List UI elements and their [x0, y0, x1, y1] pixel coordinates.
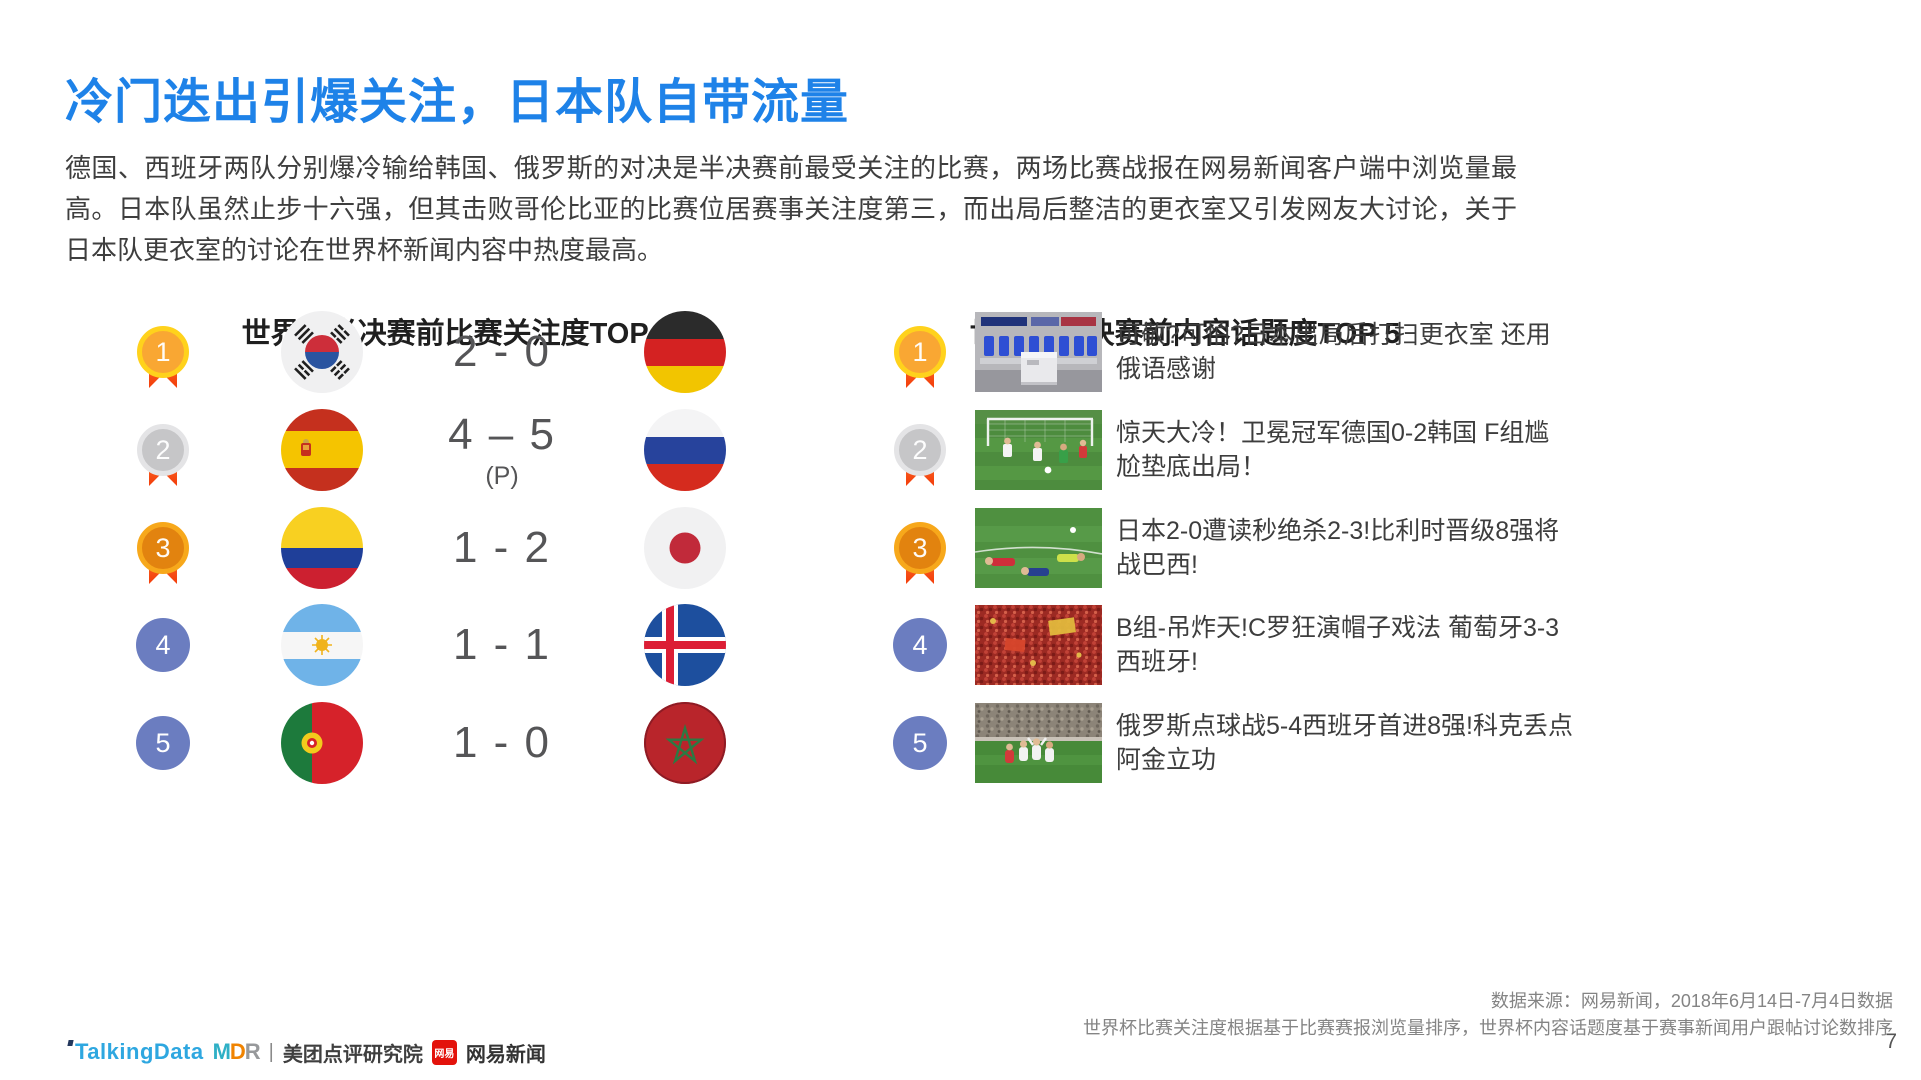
talkingdata-logo-mark: [67, 1040, 74, 1046]
mdr-letter-r: R: [244, 1039, 261, 1064]
match-row: 3 1 - 2: [0, 500, 1921, 596]
rank-badge: 5: [136, 716, 190, 770]
topic-row: 2 惊天大冷！卫冕冠军德国0-2韩国 F组尴尬垫底出局！: [0, 402, 1921, 498]
meituan-dianping-institute-label: 美团点评研究院: [282, 1043, 423, 1066]
rank-number: 1: [137, 326, 189, 378]
match-score: 1 - 2: [452, 523, 552, 572]
topic-headline: 惊天大冷！卫冕冠军德国0-2韩国 F组尴尬垫底出局！: [1116, 419, 1550, 481]
headline-cell: B组-吊炸天!C罗狂演帽子戏法 葡萄牙3-3西班牙!: [1116, 597, 1574, 693]
bronze-medal-icon: 3: [137, 500, 189, 592]
match-row: 1: [0, 304, 1921, 400]
match-row: 5 1 - 0: [0, 695, 1921, 791]
topic-row: 1 可敬?可怕?日本出局后打扫更衣室 还用俄语感谢: [0, 304, 1921, 400]
flag-germany-icon: [644, 311, 726, 393]
mdr-letter-m: M: [212, 1039, 231, 1064]
rank-number: 2: [137, 424, 189, 476]
talkingdata-logo: TalkingData: [67, 1039, 204, 1065]
flag-iceland-icon: [644, 604, 726, 686]
thumbnail-germany-korea-match: [975, 410, 1102, 490]
source-line-1: 数据来源：网易新闻，2018年6月14日-7月4日数据: [1490, 991, 1893, 1011]
page-title: 冷门迭出引爆关注，日本队自带流量: [65, 76, 850, 129]
score-cell: 1 - 2: [412, 500, 592, 596]
netease-news-label: 网易新闻: [465, 1043, 546, 1066]
gold-medal-icon: 1: [137, 304, 189, 396]
thumbnail-japan-locker-room: [975, 312, 1102, 392]
rank-badge: 4: [136, 618, 190, 672]
bronze-medal-icon: 3: [894, 500, 946, 592]
topic-headline: 可敬?可怕?日本出局后打扫更衣室 还用俄语感谢: [1116, 321, 1551, 383]
flag-spain-icon: [281, 409, 363, 491]
headline-cell: 俄罗斯点球战5-4西班牙首进8强!科克丢点阿金立功: [1116, 695, 1574, 791]
silver-medal-icon: 2: [137, 402, 189, 494]
page-number: 7: [1885, 1030, 1897, 1053]
flag-argentina-icon: [281, 604, 363, 686]
score-cell: 1 - 1: [412, 597, 592, 693]
mdr-logo: MDR: [212, 1039, 261, 1065]
thumbnail-russia-spain-match: [975, 703, 1102, 783]
match-score: 2 - 0: [452, 327, 552, 376]
rank-number: 3: [894, 522, 946, 574]
penalty-note: (P): [485, 461, 519, 490]
logo-divider: |: [268, 1040, 274, 1063]
headline-cell: 日本2-0遭读秒绝杀2-3!比利时晋级8强将战巴西!: [1116, 500, 1574, 596]
score-cell: 1 - 0: [412, 695, 592, 791]
footer-logos: TalkingData MDR | 美团点评研究院 网易 网易新闻: [67, 1036, 546, 1068]
topic-row: 4 B组-吊炸天!C罗狂演帽子戏法 葡萄牙3-3西班牙!: [0, 597, 1921, 693]
silver-medal-icon: 2: [894, 402, 946, 494]
talkingdata-logo-text: TalkingData: [75, 1039, 204, 1064]
data-source-note: 数据来源：网易新闻，2018年6月14日-7月4日数据 世界杯比赛关注度根据基于…: [1083, 988, 1893, 1042]
rank-number: 3: [137, 522, 189, 574]
match-row: 2 4 – 5 (P): [0, 402, 1921, 498]
topic-headline: B组-吊炸天!C罗狂演帽子戏法 葡萄牙3-3西班牙!: [1116, 614, 1560, 676]
rank-number: 1: [894, 326, 946, 378]
intro-paragraph: 德国、西班牙两队分别爆冷输给韩国、俄罗斯的对决是半决赛前最受关注的比赛，两场比赛…: [65, 153, 1517, 265]
rank-number: 2: [894, 424, 946, 476]
flag-portugal-icon: [281, 702, 363, 784]
gold-medal-icon: 1: [894, 304, 946, 396]
flag-japan-icon: [644, 507, 726, 589]
score-cell: 2 - 0: [412, 304, 592, 400]
match-score: 1 - 1: [452, 620, 552, 669]
score-cell: 4 – 5 (P): [412, 402, 592, 498]
headline-cell: 惊天大冷！卫冕冠军德国0-2韩国 F组尴尬垫底出局！: [1116, 402, 1574, 498]
match-row: 4 1 - 1: [0, 597, 1921, 693]
topic-row: 3 日本2-0遭读秒绝杀2-3!比利时晋级8强将战巴西!: [0, 500, 1921, 596]
thumbnail-portugal-spain-fans: [975, 605, 1102, 685]
flag-morocco-icon: [644, 702, 726, 784]
topic-row: 5 俄罗斯点球战5-4西班牙首进8强!科克丢点阿金立功: [0, 695, 1921, 791]
rank-badge: 4: [893, 618, 947, 672]
rank-badge: 5: [893, 716, 947, 770]
topic-headline: 日本2-0遭读秒绝杀2-3!比利时晋级8强将战巴西!: [1116, 517, 1560, 579]
netease-logo-badge: 网易: [431, 1039, 457, 1065]
topic-headline: 俄罗斯点球战5-4西班牙首进8强!科克丢点阿金立功: [1116, 712, 1573, 774]
thumbnail-japan-belgium-match: [975, 508, 1102, 588]
match-score: 4 – 5: [448, 409, 556, 459]
flag-russia-icon: [644, 409, 726, 491]
flag-south-korea-icon: [281, 311, 363, 393]
mdr-letter-d: D: [229, 1039, 246, 1064]
spain-crest: [301, 439, 311, 456]
source-line-2: 世界杯比赛关注度根据基于比赛赛报浏览量排序，世界杯内容话题度基于赛事新闻用户跟帖…: [1083, 1018, 1893, 1038]
match-score: 1 - 0: [452, 718, 552, 767]
headline-cell: 可敬?可怕?日本出局后打扫更衣室 还用俄语感谢: [1116, 304, 1574, 400]
flag-colombia-icon: [281, 507, 363, 589]
